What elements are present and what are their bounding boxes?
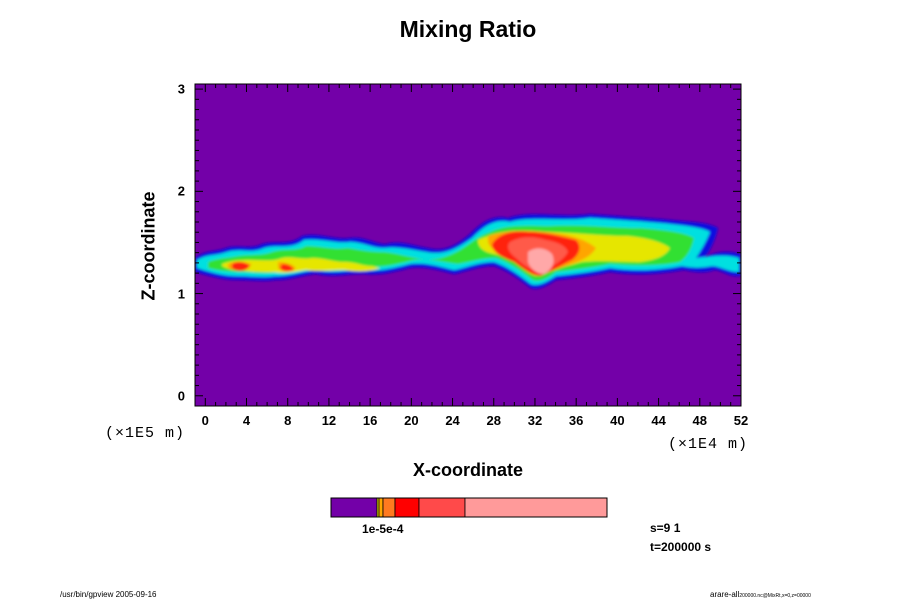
colorbar-frame bbox=[330, 497, 608, 518]
info-t: t=200000 s bbox=[650, 540, 712, 554]
colorbar-segment bbox=[330, 497, 378, 518]
x-tick-label: 32 bbox=[527, 413, 543, 428]
x-tick-label: 12 bbox=[321, 413, 337, 428]
x-tick-label: 52 bbox=[733, 413, 749, 428]
footer-right-sub: 200000.nc@MixRt,x=0,z=00000 bbox=[739, 593, 811, 599]
x-tick-label: 24 bbox=[445, 413, 460, 428]
colorbar bbox=[330, 497, 608, 518]
x-tick-label: 40 bbox=[610, 413, 625, 428]
footer-left: /usr/bin/gpview 2005-09-16 bbox=[60, 590, 157, 599]
y-tick-label: 2 bbox=[177, 183, 185, 199]
y-tick-label: 1 bbox=[177, 286, 185, 302]
x-tick-label: 20 bbox=[404, 413, 419, 428]
footer-right: arare-all200000.nc@MixRt,x=0,z=00000 bbox=[710, 590, 811, 599]
colorbar-segment bbox=[382, 497, 396, 518]
y-tick-label: 0 bbox=[177, 388, 185, 404]
colorbar-segment bbox=[394, 497, 420, 518]
footer-right-main: arare-all bbox=[710, 590, 740, 599]
plot-frame bbox=[194, 83, 742, 407]
x-tick-label: 4 bbox=[242, 413, 251, 428]
colorbar-segment bbox=[378, 497, 384, 518]
chart-title: Mixing Ratio bbox=[399, 16, 537, 42]
y-axis-label: Z-coordinate bbox=[138, 191, 159, 301]
x-tick-label: 16 bbox=[362, 413, 378, 428]
axis-ticks bbox=[195, 84, 742, 407]
contour-pink bbox=[528, 248, 554, 274]
x-tick-label: 0 bbox=[201, 413, 209, 428]
colorbar-segment bbox=[418, 497, 466, 518]
colorbar-segment bbox=[464, 497, 608, 518]
info-s: s=9 1 bbox=[650, 521, 681, 535]
mixing-ratio-field bbox=[195, 214, 741, 289]
colorbar-label: 1e-5e-4 bbox=[362, 522, 404, 536]
x-tick-label: 44 bbox=[651, 413, 666, 428]
x-axis-label: X-coordinate bbox=[412, 460, 523, 480]
x-tick-label: 8 bbox=[284, 413, 292, 428]
x-tick-label: 48 bbox=[692, 413, 708, 428]
x-scale-label: (×1E4 m) bbox=[668, 436, 749, 453]
y-scale-label: (×1E5 m) bbox=[105, 425, 186, 442]
x-tick-label: 28 bbox=[486, 413, 501, 428]
y-tick-label: 3 bbox=[177, 81, 185, 97]
x-tick-label: 36 bbox=[568, 413, 584, 428]
